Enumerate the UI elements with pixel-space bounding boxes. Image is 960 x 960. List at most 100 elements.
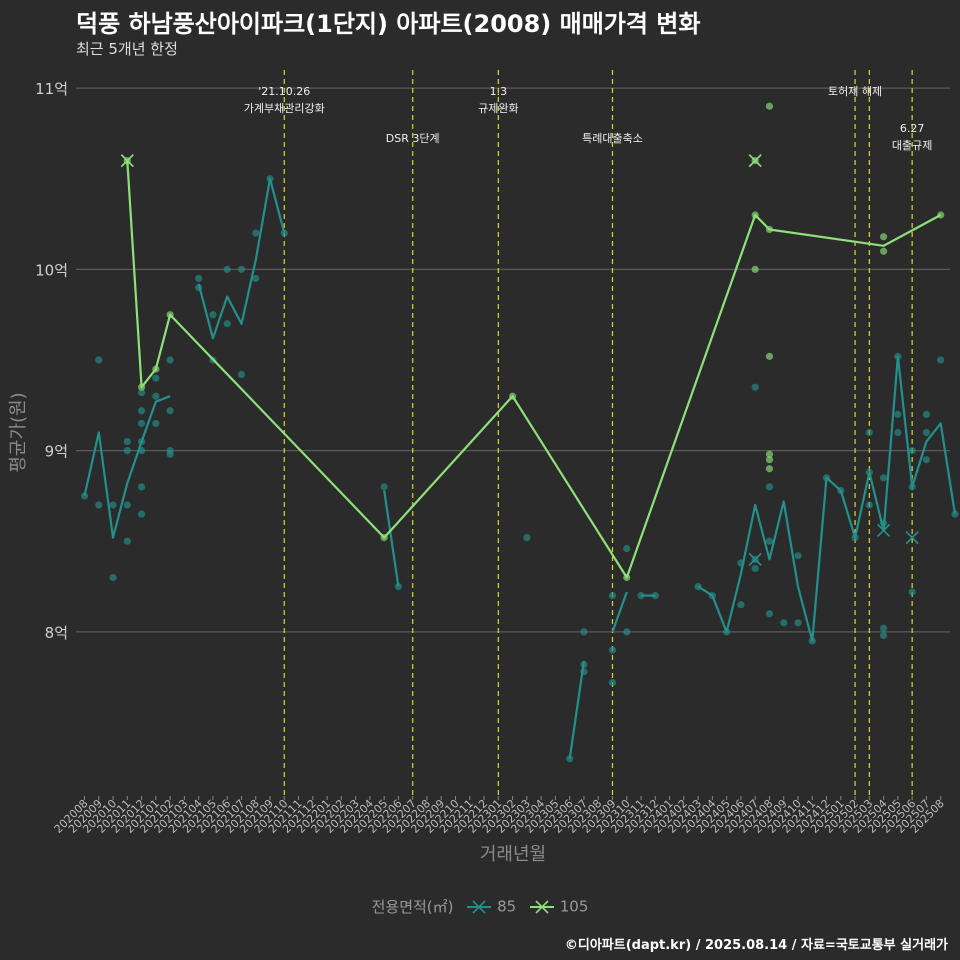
series-line-85 (611, 591, 628, 633)
data-point-85 (794, 619, 802, 627)
data-point-85 (908, 447, 916, 455)
data-point-85 (237, 265, 246, 273)
data-point-85 (608, 679, 617, 687)
data-point-85 (109, 501, 117, 509)
data-point-105 (765, 450, 774, 458)
legend-title: 전용면적(㎡) (371, 898, 454, 916)
data-point-85 (880, 624, 888, 632)
data-point-105 (765, 465, 774, 473)
cross-marker-85 (748, 552, 762, 566)
cross-marker-stroke (877, 523, 891, 537)
data-point-85 (865, 428, 873, 437)
event-label-line: 6.27 (900, 122, 925, 135)
event-label-line: 대출규제 (892, 139, 932, 152)
data-point-85 (765, 483, 774, 491)
cross-marker-stroke (748, 552, 762, 566)
source-caption: ©디아파트(dapt.kr) / 2025.08.14 / 자료=국토교통부 실… (564, 938, 948, 953)
x-axis-title: 거래년월 (480, 844, 546, 865)
event-label: 1.3 규제완화 (478, 85, 518, 115)
data-point-85 (780, 619, 788, 627)
event-label-line: '21.10.26 (258, 85, 310, 98)
data-point-105 (880, 247, 888, 255)
series-line-85 (697, 355, 957, 642)
y-axis-title: 평균가(원) (8, 392, 29, 472)
data-point-85 (765, 537, 774, 545)
data-point-85 (237, 370, 246, 379)
legend-label-85: 85 (497, 897, 517, 916)
data-point-85 (95, 501, 103, 509)
data-point-85 (252, 229, 260, 237)
data-point-85 (252, 274, 260, 283)
data-point-85 (623, 544, 631, 553)
series-85 (80, 175, 959, 763)
series-line-85 (83, 395, 171, 539)
data-point-85 (523, 534, 531, 542)
y-tick-label: 9억 (45, 443, 68, 461)
series-line-85 (568, 660, 586, 759)
data-point-85 (123, 447, 131, 455)
data-point-85 (651, 592, 659, 600)
data-point-85 (880, 474, 888, 482)
data-point-85 (209, 311, 217, 319)
data-point-85 (166, 356, 174, 364)
event-label: 토허제 해제 (828, 84, 882, 98)
data-point-85 (109, 573, 117, 582)
cross-marker-85 (905, 531, 919, 545)
y-tick-label: 11억 (35, 80, 68, 98)
event-label: '21.10.26 가계부채관리강화 (244, 85, 325, 115)
data-point-85 (223, 265, 231, 273)
legend-item-105: 105 (529, 897, 588, 916)
data-point-85 (137, 407, 146, 415)
data-point-85 (80, 492, 89, 500)
chart-title: 덕풍 하남풍산아이파크(1단지) 아파트(2008) 매매가격 변화 (76, 10, 701, 38)
data-point-85 (166, 450, 174, 458)
event-label: 특례대출축소 (582, 132, 643, 145)
data-point-85 (608, 592, 617, 600)
data-point-85 (908, 588, 916, 596)
series-line-105 (126, 160, 942, 579)
data-point-85 (937, 356, 945, 364)
legend-key-105-icon (529, 900, 554, 914)
data-point-85 (137, 510, 146, 518)
y-tick-label: 10억 (35, 261, 68, 279)
data-point-85 (195, 274, 203, 283)
event-label-line: 규제완화 (478, 102, 518, 115)
data-point-85 (580, 628, 588, 636)
data-point-85 (380, 483, 388, 491)
data-point-85 (152, 419, 160, 428)
data-point-105 (765, 456, 774, 464)
chart-subtitle: 최근 5개년 한정 (76, 40, 178, 58)
data-point-105 (765, 102, 774, 110)
data-point-105 (751, 265, 759, 273)
data-point-85 (894, 428, 902, 437)
cross-marker-105 (748, 154, 762, 168)
data-point-85 (751, 564, 759, 573)
data-point-85 (894, 410, 902, 418)
data-point-85 (137, 389, 146, 397)
data-point-85 (865, 501, 873, 509)
series-105 (120, 102, 945, 582)
event-label: 6.27 대출규제 (892, 122, 932, 152)
data-point-85 (737, 601, 745, 609)
data-point-85 (922, 456, 931, 464)
data-point-85 (123, 537, 131, 545)
data-point-85 (123, 437, 131, 446)
cross-marker-stroke (748, 154, 762, 168)
data-point-85 (880, 631, 888, 640)
data-point-85 (922, 410, 931, 418)
event-label: DSR 3단계 (386, 132, 440, 145)
event-label-line: 1.3 (490, 85, 508, 98)
event-label-line: 토허제 해제 (828, 84, 882, 98)
data-point-105 (880, 233, 888, 241)
data-point-85 (608, 646, 617, 654)
legend: 전용면적(㎡) 85 105 (0, 896, 960, 917)
cross-marker-105 (120, 154, 134, 168)
legend-label-105: 105 (559, 897, 589, 916)
data-point-85 (123, 501, 131, 509)
y-tick-label: 8억 (45, 624, 68, 642)
event-label-line: 가계부채관리강화 (244, 102, 325, 115)
data-point-85 (751, 383, 759, 391)
cross-marker-85 (877, 523, 891, 537)
legend-key-85-icon (467, 900, 492, 914)
